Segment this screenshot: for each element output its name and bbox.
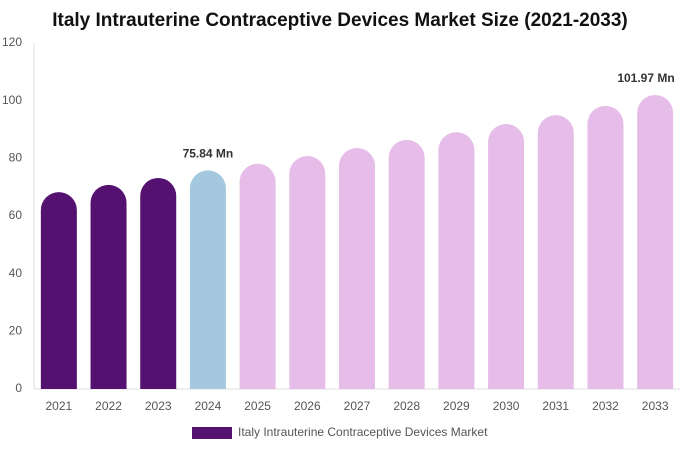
x-tick-label: 2028 [393,399,420,413]
value-label: 75.84 Mn [183,146,234,160]
chart-title: Italy Intrauterine Contraceptive Devices… [52,10,628,31]
bar [438,132,475,389]
bar [140,177,177,389]
y-tick-label: 120 [2,35,22,49]
y-tick-label: 100 [2,93,22,107]
y-tick-label: 20 [9,324,23,338]
x-tick-label: 2025 [244,399,271,413]
x-tick-label: 2033 [642,399,669,413]
value-label: 101.97 Mn [617,71,674,85]
y-tick-label: 60 [9,208,23,222]
bar [189,170,226,389]
bar [587,105,624,389]
bar [90,184,127,389]
bar [388,139,425,389]
x-tick-label: 2023 [145,399,172,413]
x-tick-label: 2024 [195,399,222,413]
x-tick-label: 2022 [95,399,122,413]
y-tick-label: 0 [15,381,22,395]
x-tick-label: 2027 [344,399,371,413]
y-tick-label: 40 [9,266,23,280]
x-tick-label: 2032 [592,399,619,413]
legend-swatch [192,427,232,439]
bar [637,94,674,389]
bar [488,124,525,390]
x-tick-label: 2030 [493,399,520,413]
x-tick-label: 2031 [542,399,569,413]
bar [239,163,276,389]
bar [289,156,326,389]
legend-label: Italy Intrauterine Contraceptive Devices… [238,425,488,439]
x-tick-label: 2029 [443,399,470,413]
y-tick-label: 80 [9,151,23,165]
bar [537,115,574,390]
bar [40,192,77,389]
x-tick-label: 2026 [294,399,321,413]
x-tick-label: 2021 [45,399,72,413]
bar [339,147,375,389]
